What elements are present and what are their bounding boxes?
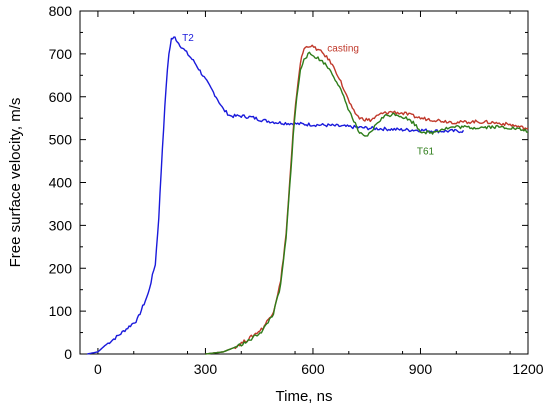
y-tick-label: 600 bbox=[49, 89, 73, 105]
series-label-casting: casting bbox=[327, 44, 359, 55]
x-tick-label: 900 bbox=[409, 361, 433, 377]
x-tick-label: 0 bbox=[94, 361, 102, 377]
series-line-casting bbox=[205, 44, 529, 355]
y-tick-label: 100 bbox=[49, 303, 73, 319]
y-tick-label: 400 bbox=[49, 175, 73, 191]
y-tick-label: 500 bbox=[49, 132, 73, 148]
series-label-T61: T61 bbox=[417, 147, 435, 158]
series-line-T2 bbox=[87, 36, 465, 355]
y-tick-label: 200 bbox=[49, 260, 73, 276]
series-label-T2: T2 bbox=[182, 33, 194, 44]
series-line-T61 bbox=[205, 51, 529, 355]
y-tick-label: 300 bbox=[49, 217, 73, 233]
x-tick-label: 600 bbox=[301, 361, 325, 377]
x-axis-title: Time, ns bbox=[276, 388, 333, 405]
y-tick-label: 0 bbox=[64, 346, 72, 362]
plot-frame bbox=[79, 10, 529, 355]
y-axis-title: Free surface velocity, m/s bbox=[7, 98, 24, 268]
y-tick-label: 700 bbox=[49, 46, 73, 62]
x-tick-label: 1200 bbox=[512, 361, 543, 377]
x-tick-label: 300 bbox=[194, 361, 218, 377]
y-tick-label: 800 bbox=[49, 3, 73, 19]
plot-area: 0 300 600 900 1200 0 100 200 300 400 500 600 700 800 T… bbox=[49, 3, 544, 377]
